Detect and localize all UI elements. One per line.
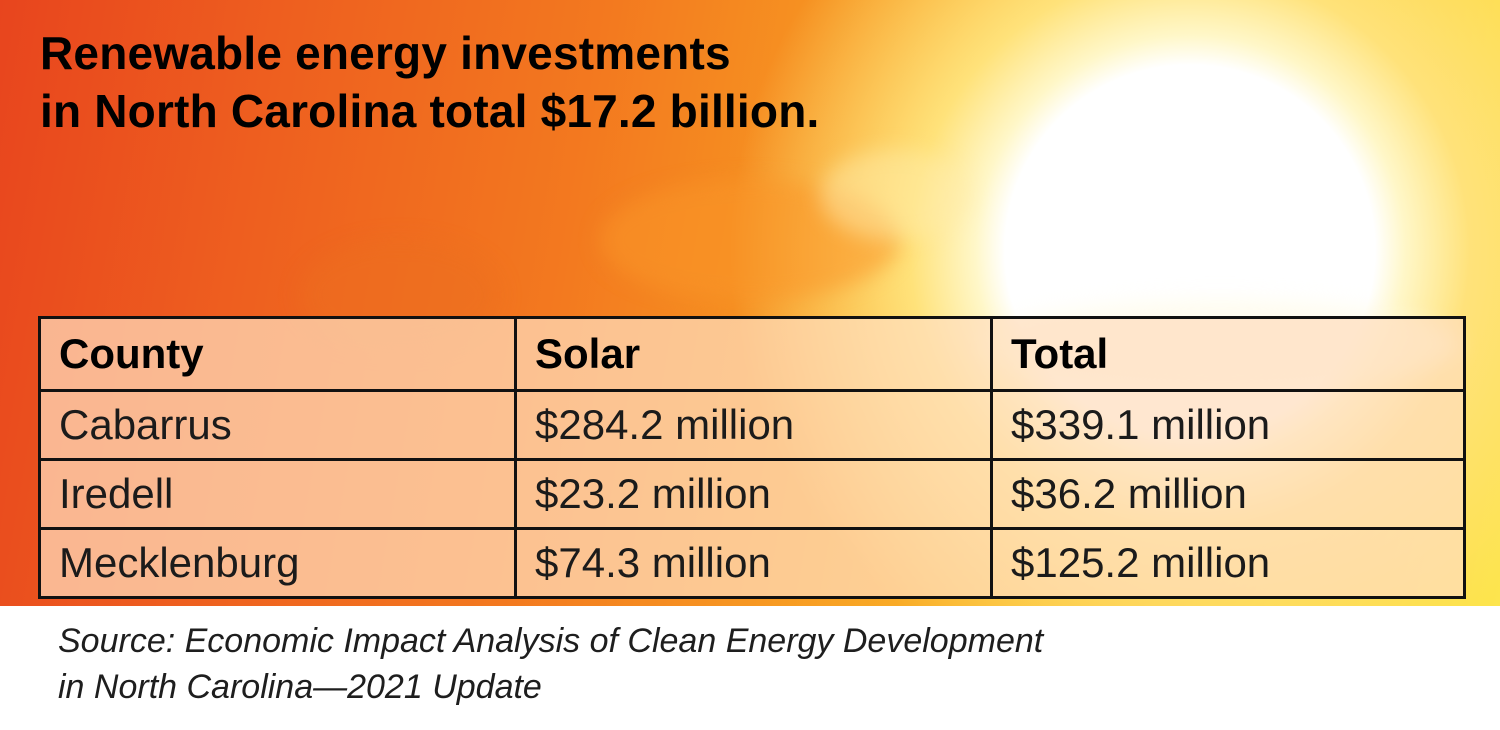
table-row: Cabarrus $284.2 million $339.1 million <box>38 389 1466 461</box>
title-line-2: in North Carolina total $17.2 billion. <box>40 85 820 137</box>
source-line-1: Source: Economic Impact Analysis of Clea… <box>58 622 1044 660</box>
county-cell: Cabarrus <box>38 389 517 461</box>
source-note: Source: Economic Impact Analysis of Clea… <box>58 618 1043 710</box>
column-header-solar: Solar <box>514 316 993 392</box>
table-header-row: County Solar Total <box>38 316 1466 392</box>
total-value-cell: $339.1 million <box>990 389 1466 461</box>
solar-value-cell: $23.2 million <box>514 458 993 530</box>
title-line-1: Renewable energy investments <box>40 27 731 79</box>
investment-table: County Solar Total Cabarrus $284.2 milli… <box>38 316 1466 599</box>
table-row: Mecklenburg $74.3 million $125.2 million <box>38 527 1466 599</box>
column-header-total: Total <box>990 316 1466 392</box>
cloud-shape <box>820 150 970 240</box>
page-title: Renewable energy investments in North Ca… <box>40 24 819 140</box>
solar-value-cell: $284.2 million <box>514 389 993 461</box>
county-cell: Iredell <box>38 458 517 530</box>
column-header-county: County <box>38 316 517 392</box>
total-value-cell: $125.2 million <box>990 527 1466 599</box>
source-line-2: in North Carolina—2021 Update <box>58 668 542 706</box>
solar-value-cell: $74.3 million <box>514 527 993 599</box>
county-cell: Mecklenburg <box>38 527 517 599</box>
total-value-cell: $36.2 million <box>990 458 1466 530</box>
table-row: Iredell $23.2 million $36.2 million <box>38 458 1466 530</box>
